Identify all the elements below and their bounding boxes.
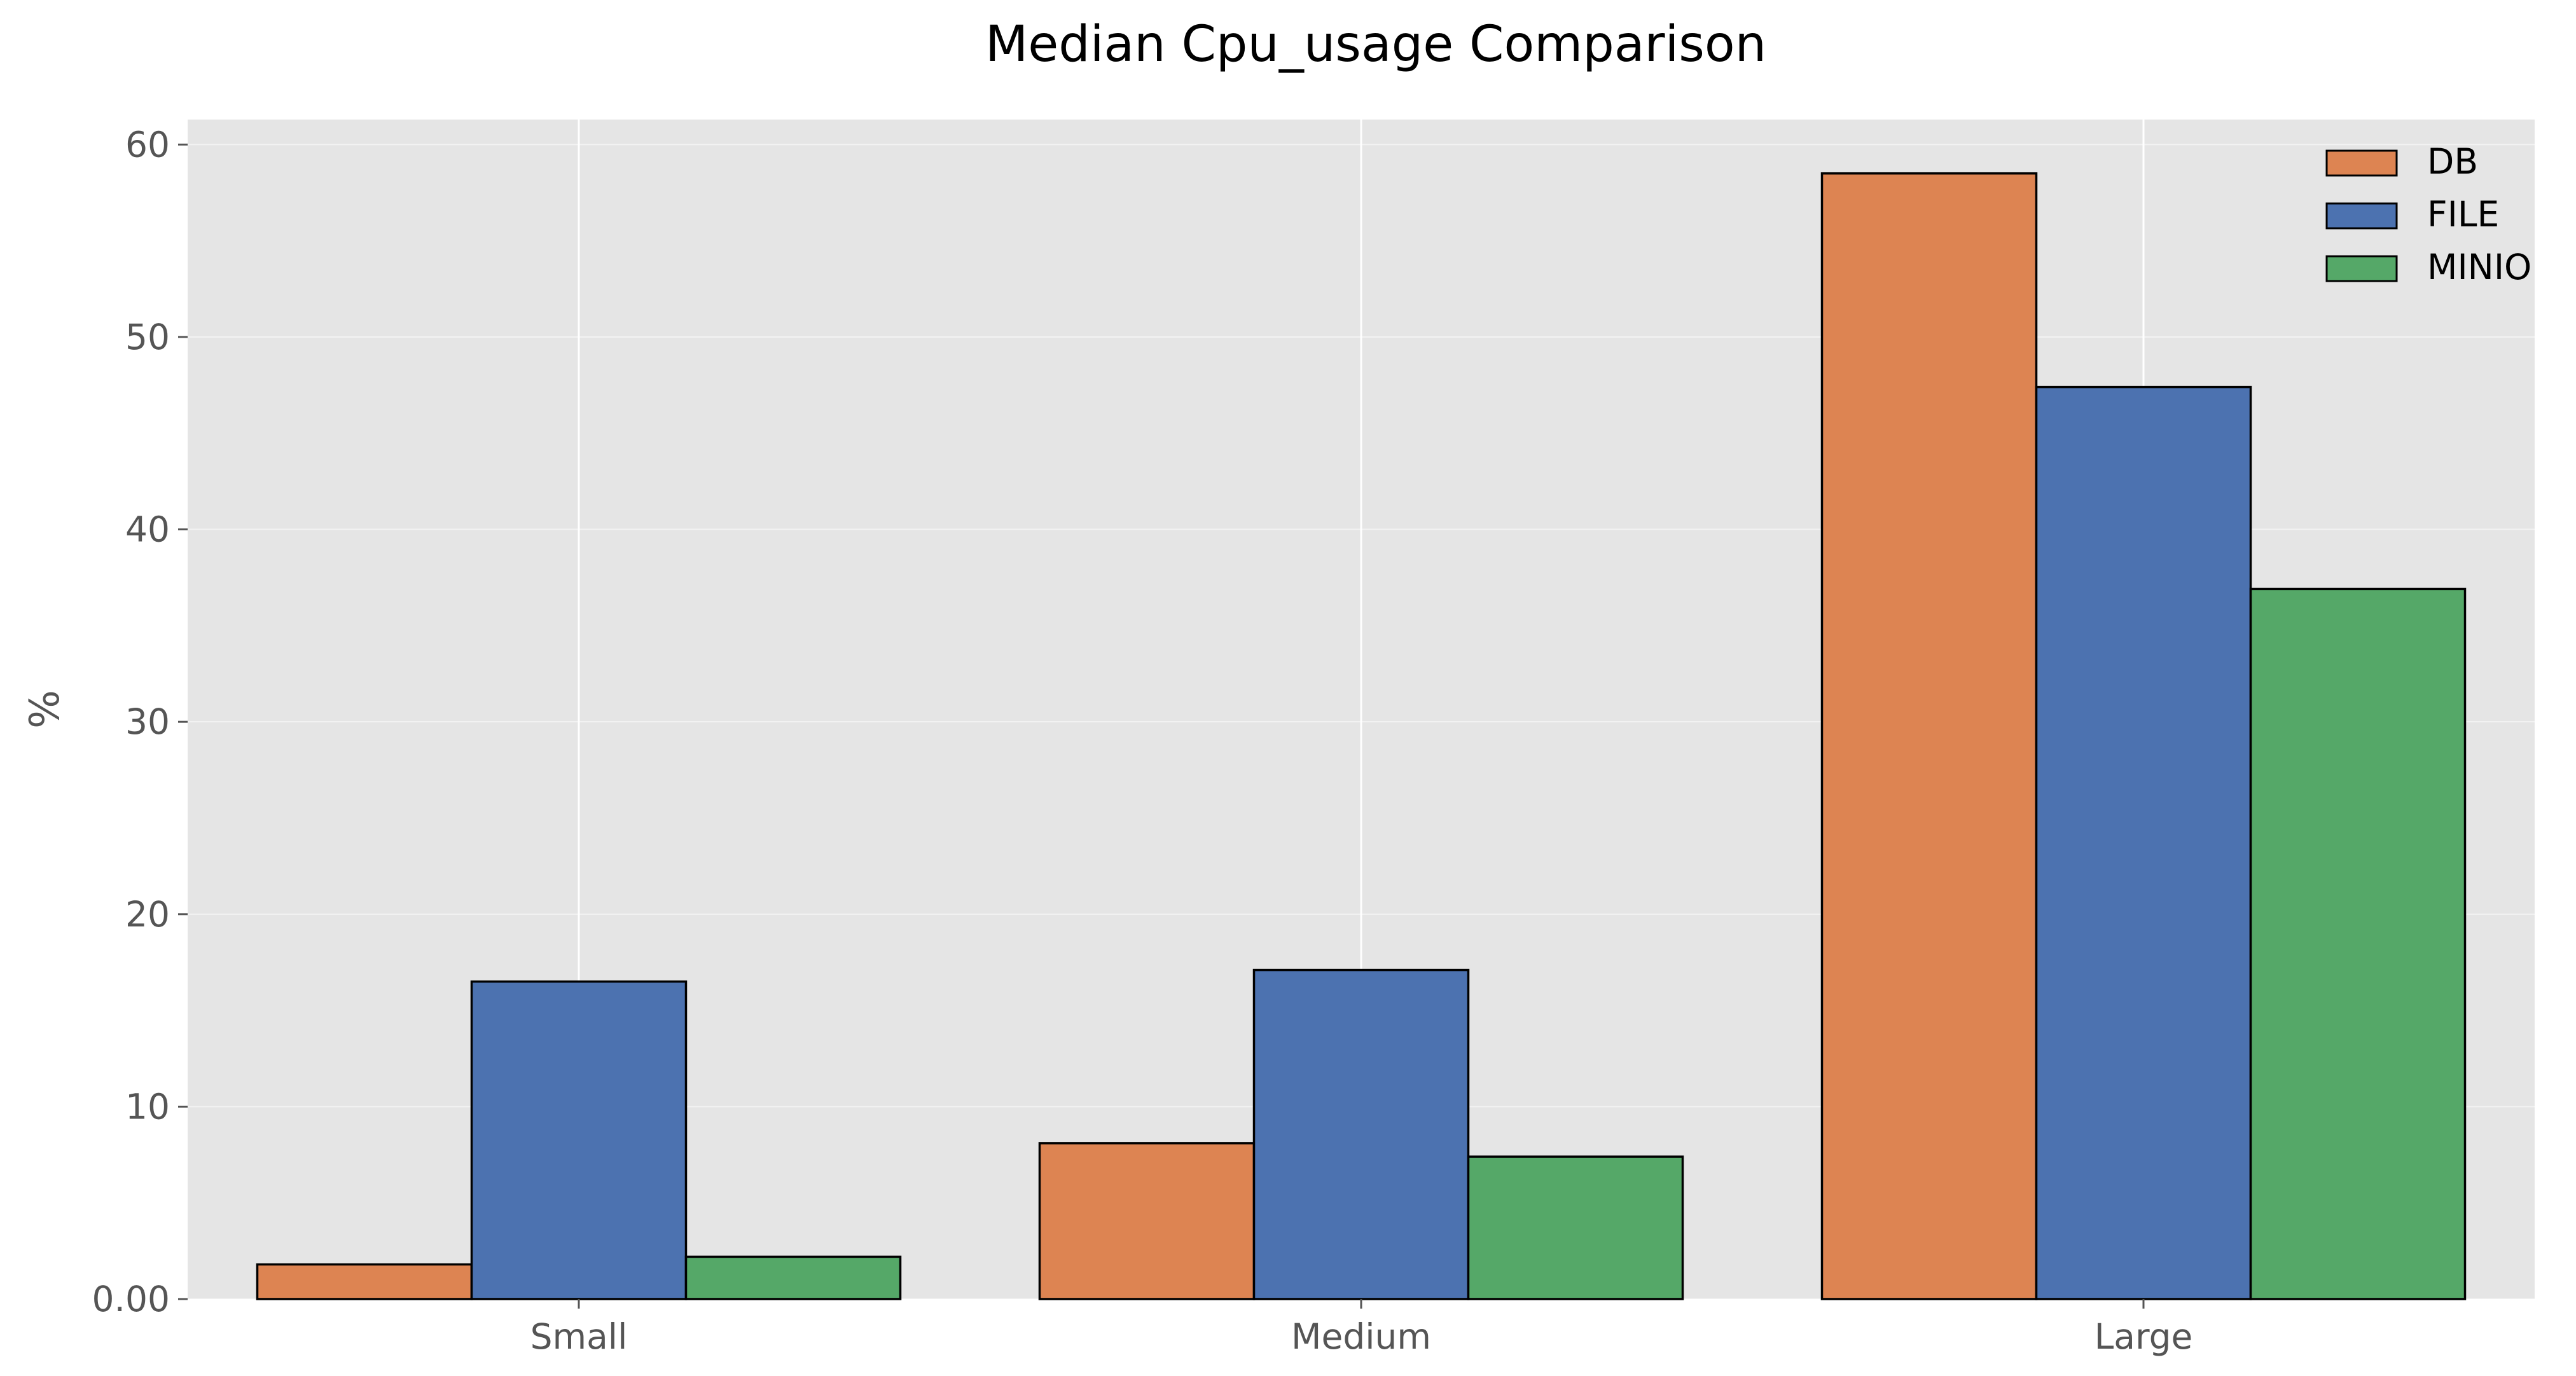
bar-db-small	[256, 1263, 473, 1300]
legend-label-db: DB	[2427, 141, 2478, 182]
y-tick-label: 10	[125, 1086, 170, 1127]
legend-label-file: FILE	[2427, 194, 2499, 235]
legend-swatch-minio	[2325, 255, 2398, 282]
bar-minio-small	[684, 1255, 902, 1300]
x-axis-ticks: Small Medium Large	[530, 1299, 2193, 1357]
y-axis-ticks: 0.00 10 20 30 40 50 60	[92, 124, 188, 1319]
legend: DB FILE MINIO	[2325, 141, 2531, 287]
legend-swatch-db	[2325, 149, 2398, 177]
y-tick-label: 20	[125, 894, 170, 935]
bar-db-medium	[1038, 1142, 1256, 1300]
bar-file-large	[2035, 385, 2252, 1300]
y-tick-label: 40	[125, 509, 170, 550]
legend-label-minio: MINIO	[2427, 247, 2531, 287]
bar-file-small	[470, 980, 688, 1300]
y-tick-label: 30	[125, 701, 170, 742]
y-tick-label: 50	[125, 317, 170, 357]
legend-swatch-file	[2325, 202, 2398, 230]
x-tick-label: Small	[530, 1316, 628, 1357]
y-tick-label: 60	[125, 124, 170, 165]
chart-title: Median Cpu_usage Comparison	[985, 16, 1766, 73]
x-tick-label: Medium	[1291, 1316, 1431, 1357]
bars	[256, 172, 2467, 1300]
y-tick-label: 0.00	[92, 1279, 170, 1319]
bar-db-large	[1820, 172, 2038, 1300]
bar-file-medium	[1252, 968, 1470, 1300]
bar-minio-medium	[1467, 1155, 1684, 1300]
y-axis-label: %	[22, 690, 69, 729]
x-tick-label: Large	[2095, 1316, 2193, 1357]
bar-minio-large	[2249, 588, 2467, 1300]
